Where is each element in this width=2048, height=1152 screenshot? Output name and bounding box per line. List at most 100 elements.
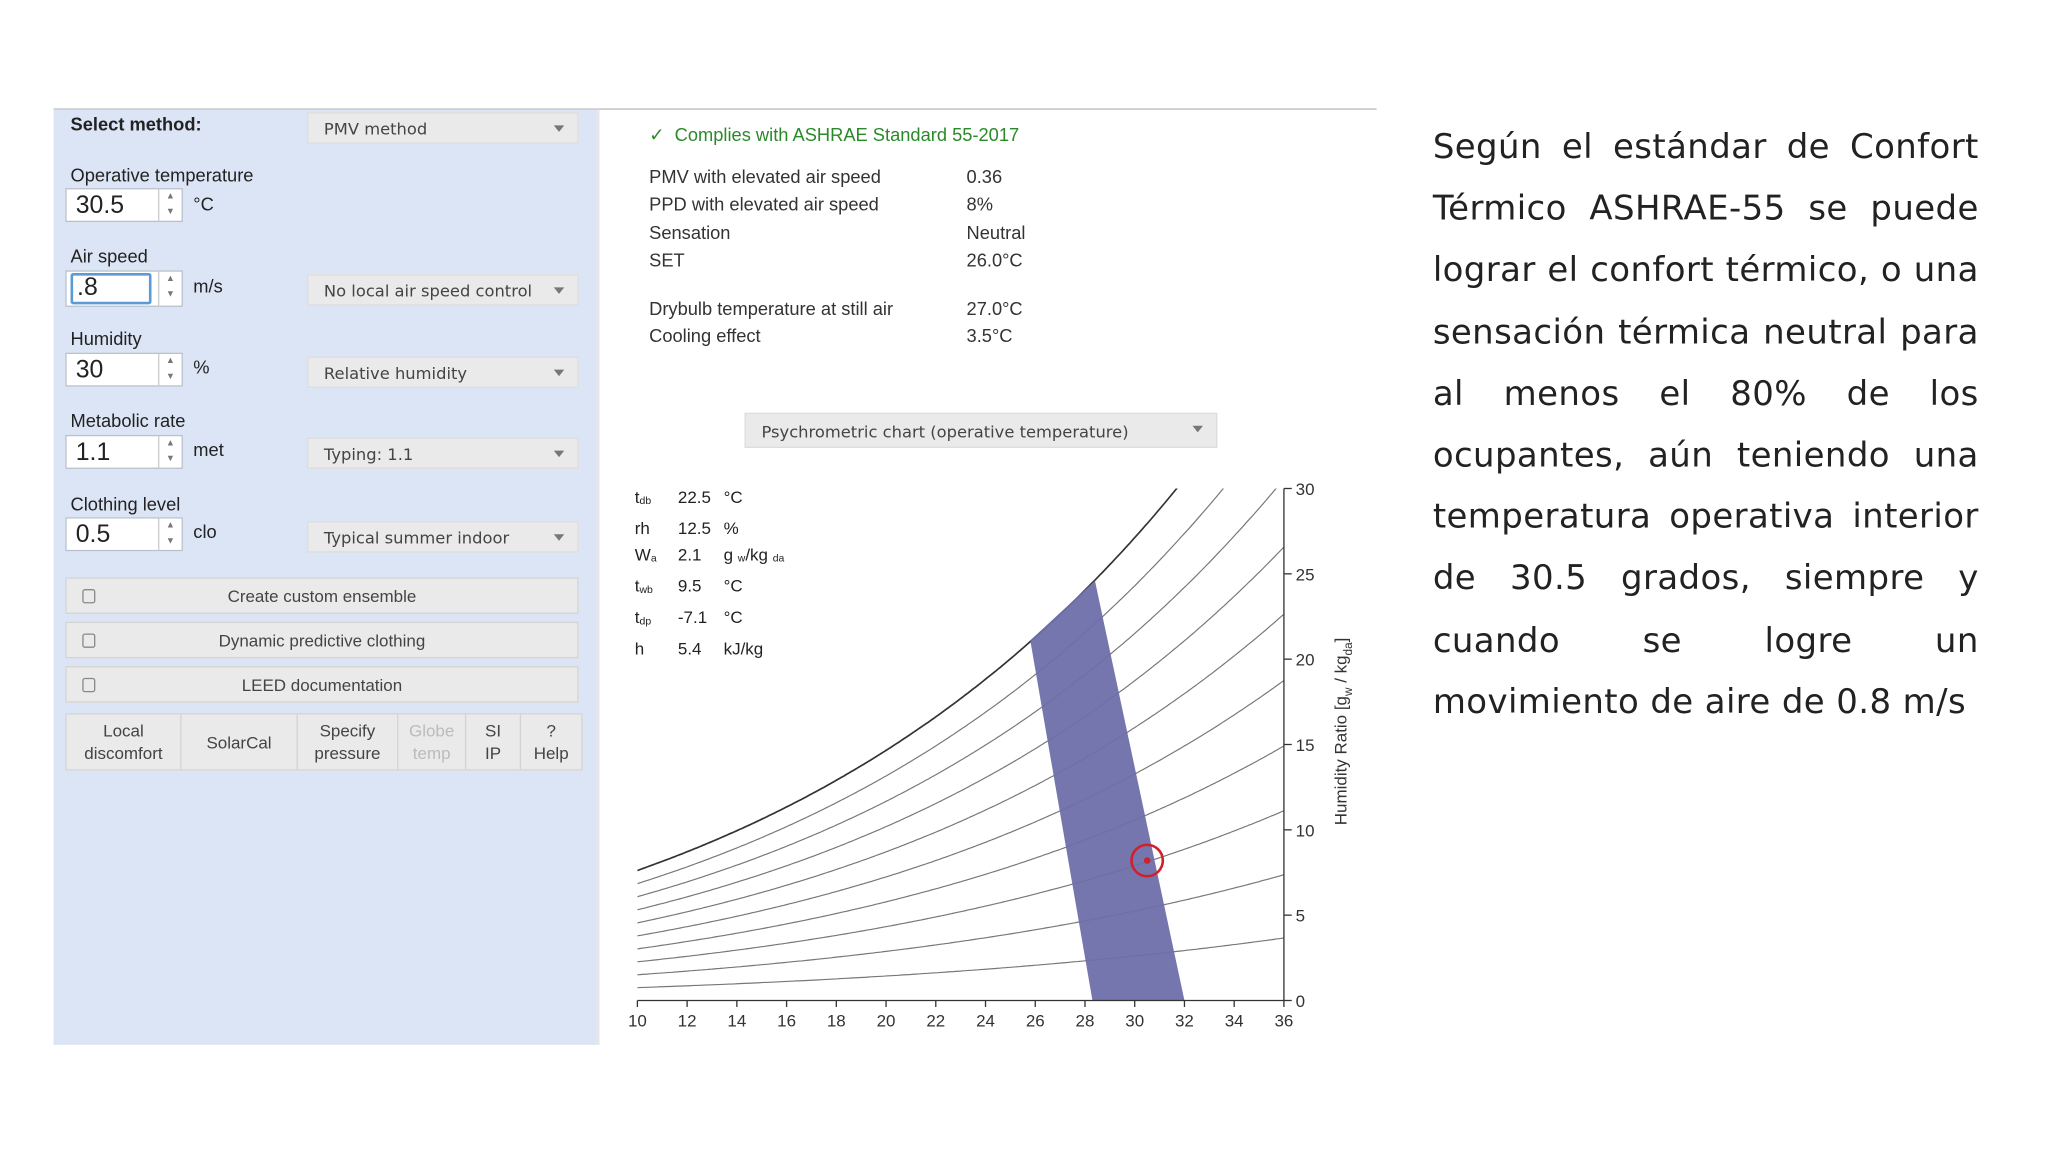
- input-field[interactable]: .8 ▲ ▼: [65, 270, 183, 307]
- sub: da: [772, 553, 785, 565]
- input-field[interactable]: 0.5 ▲ ▼: [65, 517, 183, 552]
- button[interactable]: Create custom ensemble: [65, 577, 579, 614]
- rh-curve: [637, 613, 1284, 924]
- x-tick-label: 10: [628, 1012, 647, 1031]
- info-unit: kJ/kg: [723, 638, 764, 658]
- spinner[interactable]: ▲ ▼: [158, 271, 182, 306]
- result-value: 27.0°C: [966, 297, 1023, 319]
- option-dropdown[interactable]: No local air speed control: [306, 274, 579, 306]
- x-tick-label: 24: [976, 1012, 995, 1031]
- sub: w: [737, 553, 746, 565]
- rh-curve: [637, 810, 1284, 963]
- result-label: Cooling effect: [649, 325, 761, 347]
- result-label: SET: [649, 249, 685, 271]
- paragraph: Según el estándar de Confort Térmico ASH…: [1432, 127, 1979, 723]
- x-tick-label: 20: [877, 1012, 896, 1031]
- saturation-curve: [637, 488, 1178, 872]
- info-symbol: W: [634, 545, 651, 565]
- info-unit: °C: [723, 607, 743, 627]
- y-tick-label: 20: [1296, 651, 1315, 670]
- comfort-zone: [1030, 580, 1185, 1001]
- button-text: Dynamic predictive clothing: [218, 630, 426, 651]
- tab-text: Specify pressure: [314, 720, 381, 763]
- x-tick-label: 14: [727, 1012, 746, 1031]
- info-value: 2.1: [677, 545, 702, 565]
- state-point: [1143, 857, 1151, 864]
- info-symbol: h: [634, 638, 645, 658]
- y-tick-label: 0: [1296, 992, 1305, 1011]
- input-field[interactable]: 1.1 ▲ ▼: [65, 434, 183, 469]
- y-tick-label: 10: [1296, 821, 1315, 840]
- rh-curve: [637, 546, 1284, 911]
- option-dropdown[interactable]: Typing: 1.1: [306, 437, 579, 469]
- sub: wb: [639, 583, 653, 596]
- result-value: 0.36: [966, 165, 1003, 187]
- sub: dp: [639, 614, 652, 627]
- x-tick-label: 32: [1175, 1012, 1194, 1031]
- tab[interactable]: Specify pressure: [296, 713, 399, 771]
- info-unit: %: [723, 518, 739, 538]
- label-part: / kg: [1332, 655, 1351, 687]
- label-sub: da: [1342, 642, 1355, 656]
- option-dropdown[interactable]: Relative humidity: [306, 356, 579, 388]
- info-value: -7.1: [677, 607, 708, 627]
- tab[interactable]: SolarCal: [180, 713, 298, 771]
- result-value: 3.5°C: [966, 325, 1013, 347]
- rh-curve: [637, 488, 1225, 885]
- tab-text: ? Help: [533, 720, 569, 763]
- x-tick-label: 26: [1026, 1012, 1045, 1031]
- rh-curve: [637, 745, 1284, 950]
- spinner[interactable]: ▲ ▼: [158, 189, 182, 221]
- spinner[interactable]: ▲ ▼: [158, 518, 182, 550]
- result-label: PPD with elevated air speed: [649, 193, 879, 215]
- info-value: 12.5: [677, 518, 711, 538]
- spinner[interactable]: ▲ ▼: [158, 353, 182, 386]
- x-tick-label: 30: [1125, 1012, 1144, 1031]
- input-value: 30: [75, 356, 104, 384]
- rh-curve: [637, 937, 1284, 989]
- info-unit: °C: [723, 487, 743, 507]
- button-text: Create custom ensemble: [227, 586, 417, 607]
- sub: a: [650, 553, 657, 565]
- input-unit: %: [193, 356, 210, 378]
- tab-text: SolarCal: [206, 732, 272, 752]
- tab-text: Globe temp: [408, 720, 455, 763]
- result-label: Drybulb temperature at still air: [649, 297, 894, 319]
- button[interactable]: LEED documentation: [65, 666, 579, 703]
- sub: db: [639, 495, 652, 507]
- chart-dropdown[interactable]: Psychrometric chart (operative temperatu…: [744, 412, 1218, 448]
- input-field[interactable]: 30.5 ▲ ▼: [65, 188, 183, 223]
- y-axis-label: Humidity Ratio [gw / kgda]: [1332, 638, 1355, 826]
- input-unit: met: [193, 438, 224, 460]
- tab[interactable]: Local discomfort: [65, 713, 182, 771]
- top-border: [53, 108, 1377, 110]
- result-value: 26.0°C: [966, 249, 1023, 271]
- input-field[interactable]: 30 ▲ ▼: [65, 352, 183, 387]
- chart-info: tdb 22.5 °C rh 12.5% Wa 2.1 g w/kg da twb 9.5 °…: [635, 485, 785, 663]
- button-text: LEED documentation: [241, 675, 403, 695]
- tab[interactable]: ? Help: [519, 713, 583, 771]
- x-tick-label: 34: [1225, 1012, 1244, 1031]
- y-tick-label: 15: [1296, 736, 1315, 755]
- y-tick-label: 25: [1296, 565, 1315, 584]
- input-value: 1.1: [75, 438, 111, 467]
- compliance: ✓ Complies with ASHRAE Standard 55-2017: [649, 124, 1019, 146]
- method-dropdown[interactable]: PMV method: [306, 112, 579, 144]
- rh-curve: [637, 680, 1284, 937]
- button[interactable]: Dynamic predictive clothing: [65, 621, 579, 659]
- info-value: 22.5: [677, 487, 711, 507]
- tab[interactable]: SI IP: [464, 713, 522, 771]
- rh-curve: [637, 874, 1284, 976]
- input-unit: °C: [193, 193, 214, 215]
- info-value: 5.4: [677, 638, 702, 658]
- input-unit: m/s: [193, 275, 223, 297]
- info-unit: °C: [723, 576, 743, 596]
- spinner[interactable]: ▲ ▼: [158, 436, 182, 468]
- option-dropdown[interactable]: Typical summer indoor: [306, 521, 579, 553]
- y-tick-label: 5: [1296, 907, 1305, 926]
- x-tick-label: 22: [926, 1012, 945, 1031]
- tab-text: Local discomfort: [84, 720, 163, 763]
